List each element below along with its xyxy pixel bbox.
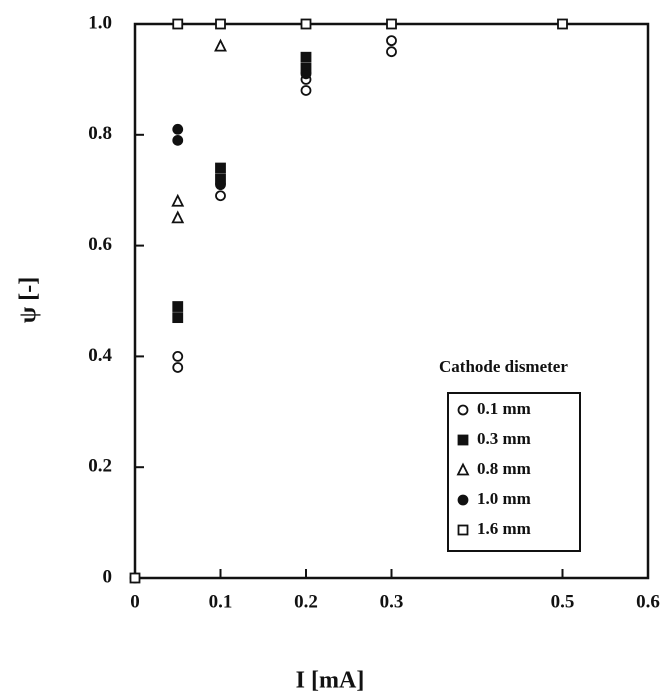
- y-tick-label: 0.2: [88, 456, 112, 477]
- y-tick-label: 0.6: [88, 234, 112, 255]
- marker: [386, 46, 397, 58]
- x-tick-label: 0.2: [294, 591, 318, 612]
- y-tick-label: 1.0: [88, 12, 112, 33]
- marker: [172, 134, 184, 146]
- legend-label: 1.0 mm: [477, 489, 531, 508]
- marker: [172, 123, 184, 135]
- marker: [171, 210, 185, 224]
- marker: [172, 350, 184, 362]
- marker: [300, 68, 312, 80]
- marker: [172, 18, 184, 30]
- marker: [300, 85, 312, 96]
- marker: [172, 301, 184, 312]
- marker: [215, 190, 226, 202]
- marker: [214, 38, 227, 52]
- marker: [386, 18, 397, 30]
- marker: [457, 434, 469, 446]
- x-tick-label: 0.1: [209, 591, 233, 612]
- marker: [172, 312, 184, 324]
- marker: [457, 524, 469, 536]
- x-axis-label: I [mA]: [296, 668, 365, 694]
- x-tick-label: 0.3: [380, 591, 404, 612]
- marker: [215, 162, 226, 174]
- marker: [129, 572, 141, 584]
- marker: [215, 179, 226, 191]
- x-tick-label: 0.5: [551, 591, 575, 612]
- x-tick-label: 0.6: [636, 591, 660, 612]
- marker: [386, 35, 397, 47]
- marker: [215, 18, 226, 30]
- x-tick-label: 0: [130, 591, 140, 612]
- marker: [171, 193, 185, 207]
- marker: [300, 18, 312, 30]
- marker: [300, 51, 312, 63]
- legend-label: 1.6 mm: [477, 519, 531, 538]
- y-tick-label: 0.8: [88, 123, 112, 144]
- y-axis-label: ψ [-]: [16, 277, 42, 324]
- marker: [457, 404, 469, 416]
- marker: [172, 362, 184, 373]
- legend-box: [447, 392, 581, 552]
- legend-label: 0.8 mm: [477, 459, 531, 478]
- marker: [557, 18, 568, 30]
- legend-label: 0.1 mm: [477, 399, 531, 418]
- marker: [456, 462, 470, 476]
- legend-title: Cathode dismeter: [439, 357, 568, 376]
- legend-label: 0.3 mm: [477, 429, 531, 448]
- marker: [457, 494, 469, 506]
- y-tick-label: 0: [103, 566, 113, 587]
- y-tick-label: 0.4: [88, 345, 112, 366]
